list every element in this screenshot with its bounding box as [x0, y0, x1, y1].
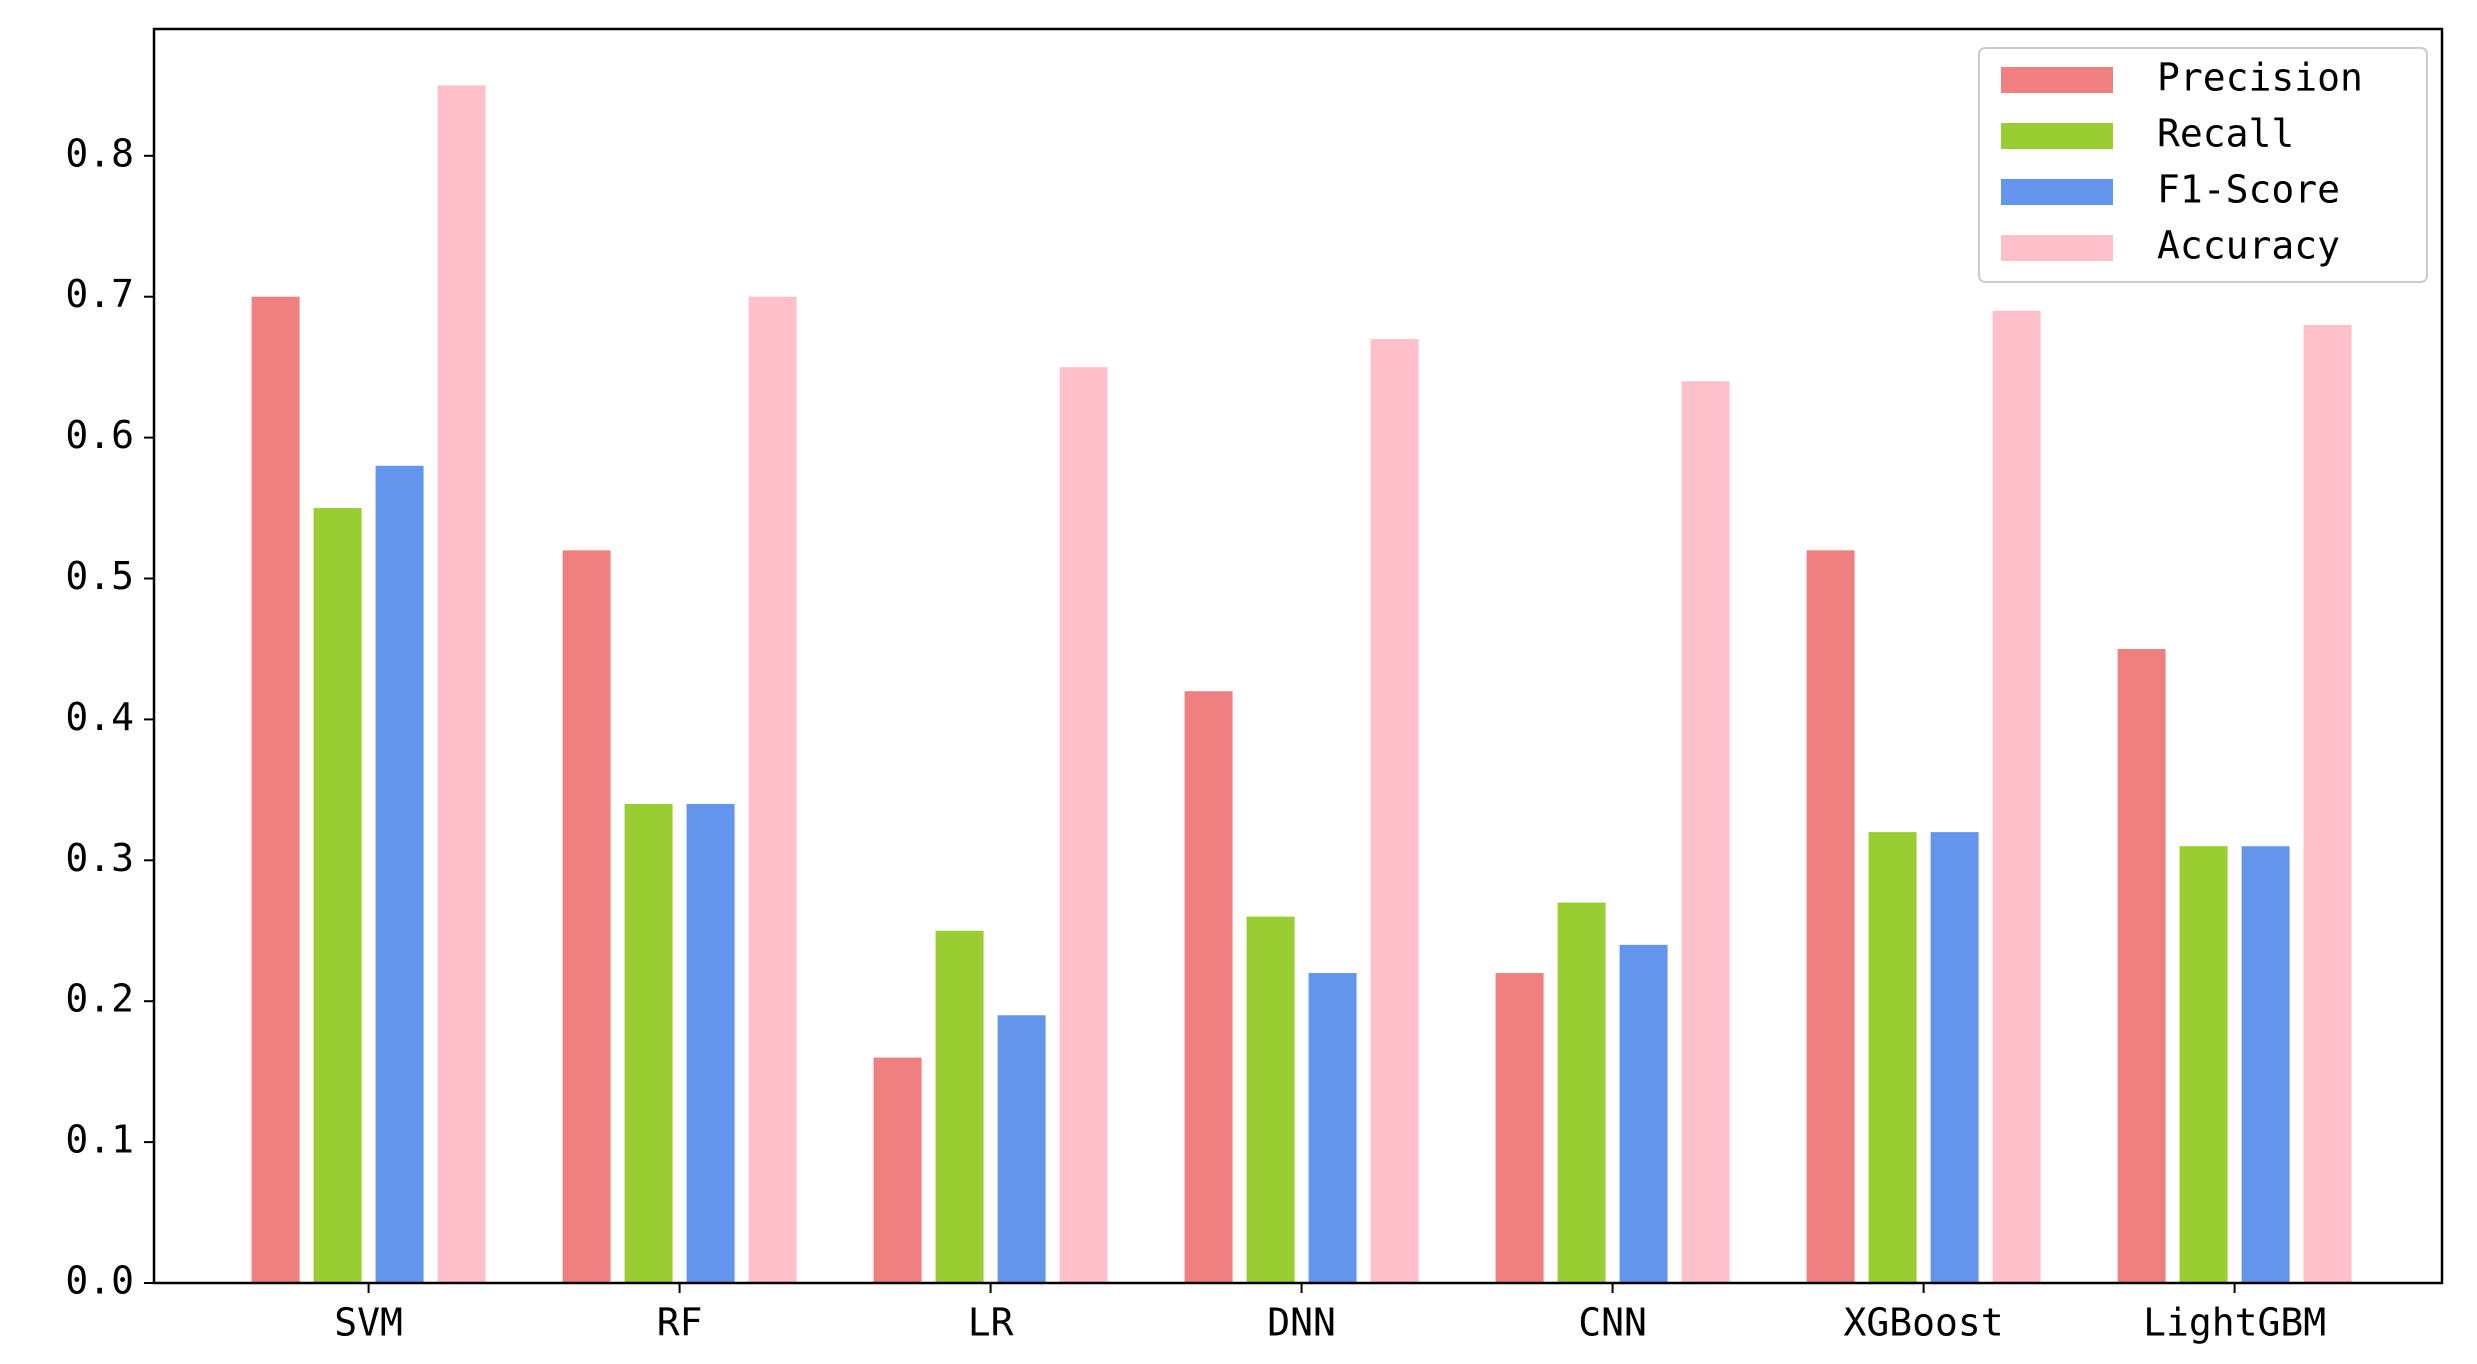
legend-swatch [2001, 235, 2113, 261]
legend-label: Recall [2157, 112, 2294, 156]
y-tick-label: 0.4 [65, 695, 134, 739]
x-tick-label: SVM [334, 1301, 403, 1345]
bar [2241, 846, 2290, 1283]
legend-label: Precision [2157, 56, 2363, 100]
y-tick-label: 0.1 [65, 1118, 134, 1162]
y-tick-label: 0.0 [65, 1259, 134, 1303]
legend-box [1978, 47, 2428, 283]
y-tick-label: 0.2 [65, 977, 134, 1021]
legend-label: Accuracy [2157, 224, 2340, 268]
y-tick-label: 0.8 [65, 131, 134, 175]
bar [935, 930, 984, 1283]
bar [1930, 832, 1979, 1283]
y-tick-label: 0.6 [65, 413, 134, 457]
bar [873, 1057, 922, 1283]
x-tick-label: LightGBM [2143, 1301, 2326, 1345]
bar [1059, 367, 1108, 1283]
bar [748, 296, 797, 1283]
x-tick-label: RF [657, 1301, 703, 1345]
bar [1806, 550, 1855, 1283]
bar [1370, 338, 1419, 1283]
bar [437, 85, 486, 1284]
x-tick-label: DNN [1267, 1301, 1336, 1345]
x-tick-label: CNN [1578, 1301, 1647, 1345]
bar [1308, 973, 1357, 1283]
bar [624, 803, 673, 1283]
x-tick-label: LR [968, 1301, 1014, 1345]
bar [1495, 973, 1544, 1283]
bar [1681, 381, 1730, 1283]
bar [1184, 691, 1233, 1283]
x-tick-label: XGBoost [1844, 1301, 2004, 1345]
bar [251, 296, 300, 1283]
legend-label: F1-Score [2157, 168, 2340, 212]
bar [1868, 832, 1917, 1283]
bar [1992, 310, 2041, 1284]
bar [1557, 902, 1606, 1283]
bar [562, 550, 611, 1283]
plot-frame [152, 27, 2444, 1285]
bar [2303, 324, 2352, 1283]
bar [1619, 944, 1668, 1283]
legend-swatch [2001, 123, 2113, 149]
y-tick-label: 0.3 [65, 836, 134, 880]
bar [313, 508, 362, 1284]
bar [375, 465, 424, 1284]
y-tick-label: 0.5 [65, 554, 134, 598]
y-tick-label: 0.7 [65, 272, 134, 316]
bar [2117, 648, 2166, 1283]
bar [997, 1015, 1046, 1283]
bar [2179, 846, 2228, 1283]
bar [1246, 916, 1295, 1283]
legend-swatch [2001, 67, 2113, 93]
bar [686, 803, 735, 1283]
legend-swatch [2001, 179, 2113, 205]
